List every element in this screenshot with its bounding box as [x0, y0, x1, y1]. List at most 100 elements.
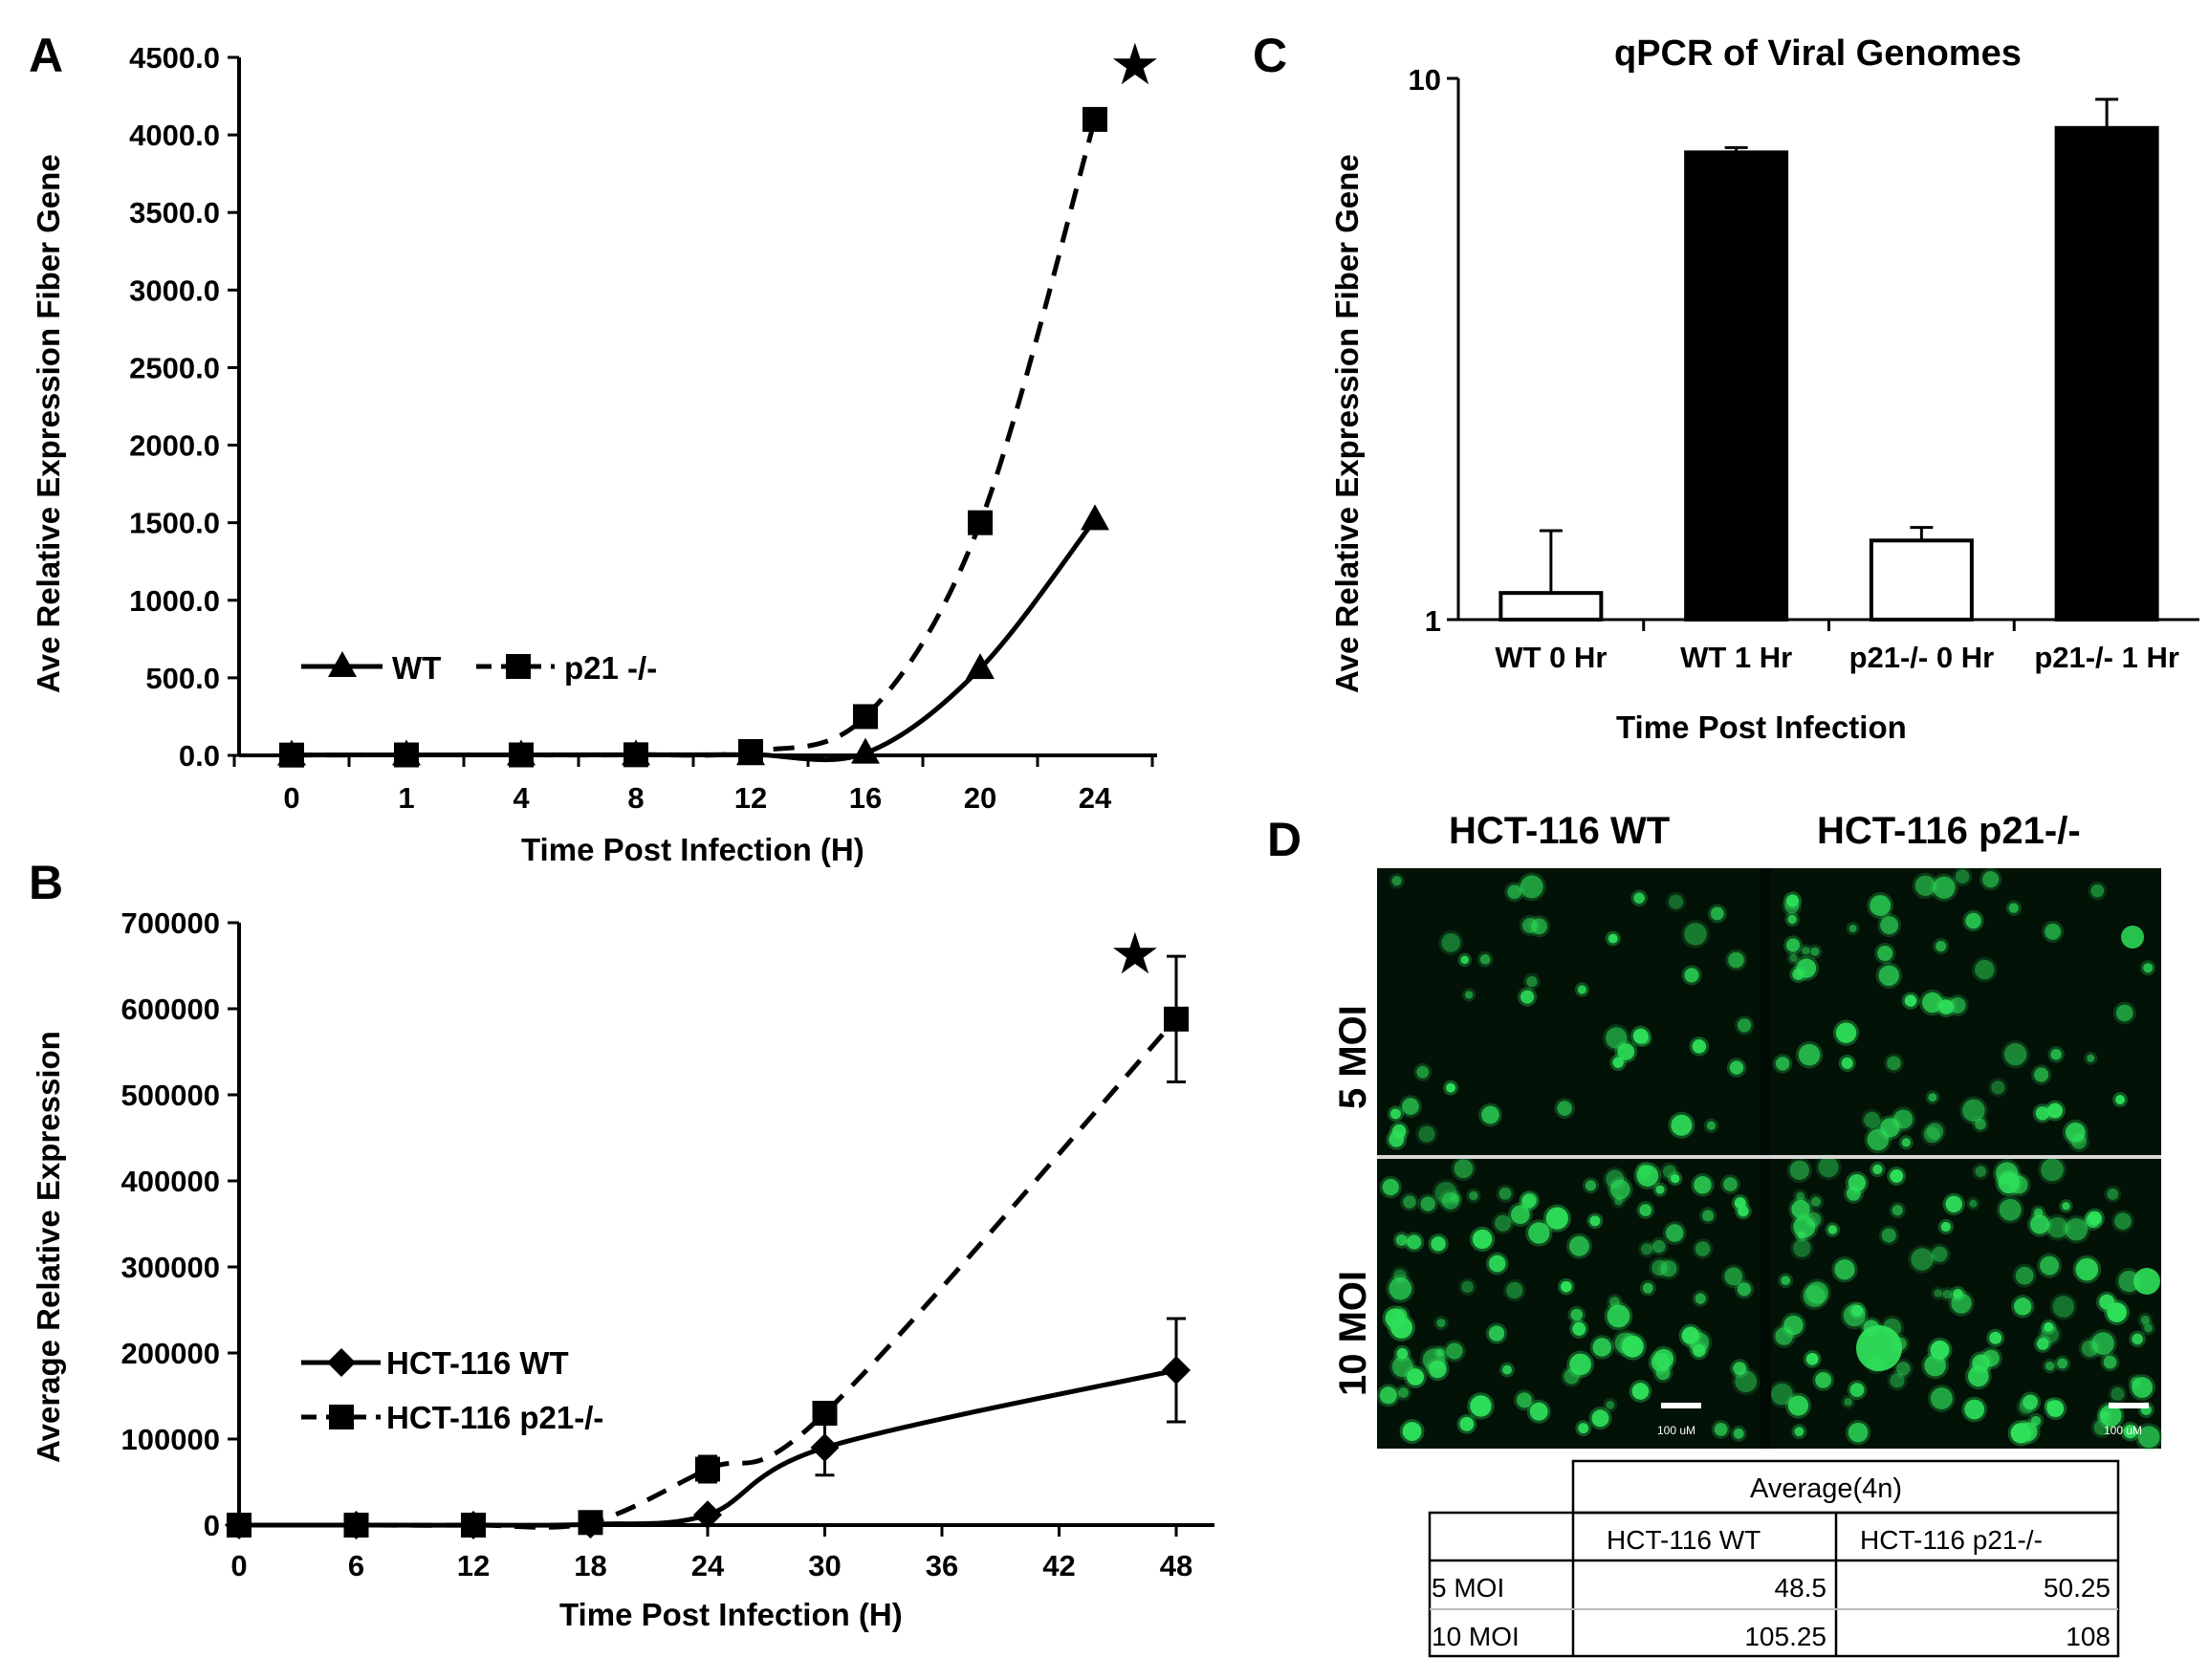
panel-a: A 0.0 500.0 1000.0 1500.0 2000.0 2500.0 3000.0…	[29, 29, 1161, 867]
fluorescent-cell-glow	[1988, 1078, 2008, 1098]
fluorescent-cell-glow	[1789, 1236, 1814, 1260]
fluorescent-cell	[2087, 1054, 2095, 1062]
fluorescent-cell-glow	[2108, 1384, 2128, 1404]
fluorescent-cell-glow	[1523, 972, 1541, 991]
fluorescent-cell	[1520, 990, 1535, 1004]
fluorescent-cell-glow	[1650, 1236, 1669, 1256]
data-point-wt	[1081, 504, 1109, 531]
fluorescent-cell	[1926, 1123, 1944, 1140]
fluorescent-cell	[2050, 1048, 2062, 1060]
fluorescent-cell-glow	[1607, 1294, 1624, 1311]
panel-a-letter: A	[29, 29, 63, 82]
fluorescent-cell	[1714, 1422, 1728, 1436]
fluorescent-cell	[1792, 968, 1804, 981]
fluorescent-cell	[1403, 1195, 1416, 1209]
fluorescent-cell	[1728, 951, 1744, 969]
fluorescent-cell	[1880, 1118, 1900, 1138]
fluorescent-cell	[1877, 946, 1893, 962]
fluorescent-cell-glow	[2044, 1213, 2071, 1241]
y-tick-label: 100000	[121, 1423, 220, 1456]
fluorescent-cell	[1498, 1187, 1512, 1200]
x-tick-label: 12	[734, 781, 767, 815]
fluorescent-cell	[1965, 912, 1981, 929]
data-point-p21	[968, 510, 993, 535]
fluorescent-cell	[1441, 932, 1461, 952]
fluorescent-cell	[1775, 1057, 1790, 1071]
y-tick-label: 2000.0	[129, 429, 220, 463]
fluorescent-cell	[2019, 1399, 2034, 1414]
fluorescent-cell	[2046, 1216, 2068, 1238]
x-tick-label: 4	[513, 781, 530, 815]
fluorescent-cell	[1516, 1392, 1533, 1408]
fluorescent-cell	[1479, 954, 1491, 965]
fluorescent-cell	[1671, 1173, 1680, 1184]
fluorescent-cell-glow	[1492, 1211, 1515, 1234]
x-tick-label: 0	[230, 1549, 247, 1582]
fluorescent-cell	[1844, 1398, 1852, 1407]
data-point-hct-p21	[812, 1401, 838, 1426]
data-point-wt	[851, 737, 880, 764]
fluorescent-cell	[1934, 1289, 1942, 1298]
fluorescent-cell	[1911, 1248, 1934, 1271]
fluorescent-cell-glow	[1438, 929, 1464, 955]
fluorescent-cell-glow	[1603, 1398, 1618, 1412]
panel-d: D HCT-116 WT HCT-116 p21-/- 5 MOI 10 MOI…	[1267, 810, 2163, 1451]
fluorescent-cell	[1521, 1193, 1537, 1209]
panel-a-y-label: Ave Relative Expression Fiber Gene	[31, 154, 66, 693]
table-row-label: 10 MOI	[1432, 1622, 1520, 1651]
fluorescent-cell	[1422, 1348, 1446, 1371]
x-tick-label: WT 0 Hr	[1495, 641, 1607, 674]
fluorescent-cell	[2115, 1095, 2125, 1105]
fluorescent-cell	[1936, 940, 1947, 952]
fluorescent-cell	[1881, 1228, 1896, 1243]
fluorescent-cell	[2137, 1426, 2160, 1449]
fluorescent-cell	[1577, 985, 1586, 994]
fluorescent-cell	[1526, 975, 1538, 988]
fluorescent-cell	[2086, 1213, 2100, 1228]
x-tick-label: 20	[964, 781, 996, 815]
fluorescent-cell	[1568, 1235, 1589, 1256]
fluorescent-cell	[1789, 1160, 1809, 1180]
fluorescent-cell	[2036, 1338, 2049, 1350]
data-point-p21	[509, 742, 534, 768]
table-col-header-p21: HCT-116 p21-/-	[1860, 1525, 2043, 1555]
fluorescent-cell	[1416, 1065, 1430, 1079]
fluorescent-cell-glow	[1448, 1190, 1463, 1207]
data-point-p21	[279, 742, 304, 768]
fluorescent-cell	[1488, 1325, 1505, 1342]
fluorescent-cell	[1570, 1308, 1584, 1321]
fluorescent-cell	[1924, 1354, 1946, 1377]
fluorescent-cell	[1890, 1168, 1904, 1183]
fluorescent-cell	[1684, 923, 1707, 946]
bar	[2054, 125, 2159, 622]
fluorescent-cell-glow	[1415, 1123, 1438, 1145]
fluorescent-cell-glow	[2104, 1185, 2122, 1203]
fluorescent-cell	[1434, 1182, 1457, 1204]
fluorescent-cell	[2140, 1315, 2151, 1325]
table-col-header-wt: HCT-116 WT	[1607, 1525, 1761, 1555]
fluorescent-cell	[1723, 1177, 1738, 1191]
x-tick-label: 18	[574, 1549, 606, 1582]
table-cell: 105.25	[1744, 1622, 1826, 1651]
fluorescent-cell	[1872, 1164, 1883, 1175]
fluorescent-cell	[1702, 1210, 1715, 1222]
fluorescent-cell	[1398, 1387, 1410, 1398]
data-point-p21	[853, 704, 878, 730]
fluorescent-cell	[1470, 1395, 1492, 1417]
fluorescent-cell	[1878, 965, 1900, 987]
fluorescent-cell	[2115, 1004, 2133, 1022]
fluorescent-cell	[2045, 923, 2062, 940]
fluorescent-cell-glow	[2088, 881, 2108, 901]
fluorescent-cell-glow	[2137, 1312, 2154, 1328]
fluorescent-cell	[1389, 1131, 1405, 1147]
fluorescent-cell	[1469, 1190, 1478, 1201]
fluorescent-cell	[1982, 871, 2000, 888]
fluorescent-cell	[1904, 994, 1917, 1007]
fluorescent-cell	[2035, 1106, 2050, 1121]
panel-c-letter: C	[1253, 29, 1287, 82]
fluorescent-cell	[1940, 1221, 1951, 1233]
fluorescent-cell	[1695, 1293, 1706, 1304]
fluorescent-cell-glow	[2049, 1293, 2078, 1320]
fluorescent-cell	[1451, 1193, 1460, 1204]
fluorescent-cell-glow	[1649, 1256, 1671, 1278]
